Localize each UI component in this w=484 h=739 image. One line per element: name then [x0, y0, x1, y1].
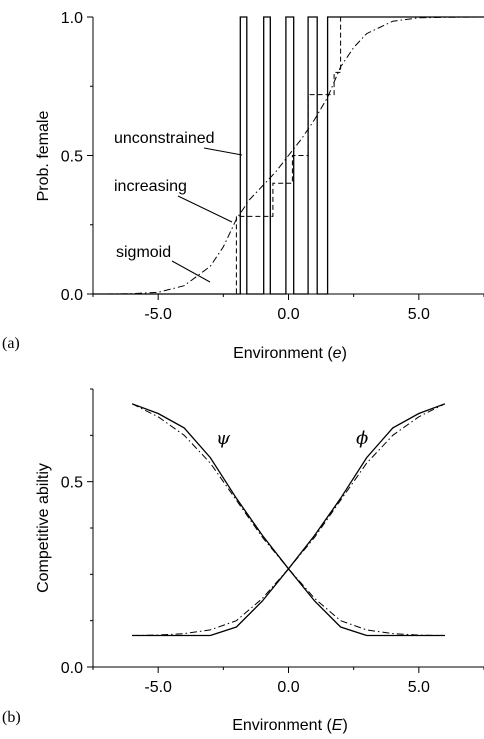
panel-a-ticks: -5.0 0.0 5.0 0.0 0.5 1.0	[61, 10, 484, 323]
annotation-psi: ψ	[216, 428, 231, 449]
panel-b-x-tick-label: 0.0	[277, 679, 299, 696]
panel-b: -5.0 0.0 5.0 0.0 0.5 Competitive abiltiy Env…	[2, 388, 484, 734]
panel-a-y-tick-label: 0.0	[61, 287, 83, 304]
annotation-unconstrained-pointer	[203, 147, 243, 156]
panel-b-series-line-1	[132, 403, 446, 637]
panel-a-series-unconstrained	[93, 16, 484, 295]
panel-b-series-line-2	[131, 403, 445, 636]
panel-b-series-line-3	[132, 403, 446, 636]
panel-a-y-tick-label: 0.5	[61, 149, 83, 166]
annotation-phi: ϕ	[356, 428, 368, 449]
panel-b-y-tick-label: 0.0	[61, 660, 83, 677]
panel-b-xlabel: Environment (E)	[232, 717, 348, 734]
panel-b-x-tick-label: -5.0	[144, 679, 172, 696]
panel-a-ylabel: Prob. female	[35, 111, 52, 202]
panel-b-ticks: -5.0 0.0 5.0 0.0 0.5	[61, 388, 484, 696]
panel-a-x-tick-label: -5.0	[144, 306, 172, 323]
annotation-increasing: increasing	[114, 178, 187, 195]
panel-a-series-increasing	[93, 16, 484, 295]
panel-b-x-tick-label: 5.0	[408, 679, 430, 696]
annotation-unconstrained: unconstrained	[114, 130, 215, 147]
annotation-increasing-pointer	[177, 195, 233, 223]
panel-a-series-sigmoid	[105, 16, 484, 295]
panel-a-y-tick-label: 1.0	[61, 10, 83, 27]
annotation-sigmoid-pointer	[171, 260, 211, 283]
panel-b-series-line-0	[131, 403, 445, 637]
panel-a-xlabel: Environment (e)	[233, 345, 347, 362]
panel-b-y-tick-label: 0.5	[61, 475, 83, 492]
panel-a: -5.0 0.0 5.0 0.0 0.5 1.0 Prob. female Environ…	[2, 10, 484, 362]
panel-b-ylabel: Competitive abiltiy	[35, 463, 52, 593]
panel-a-series	[93, 16, 484, 295]
panel-a-x-tick-label: 5.0	[408, 306, 430, 323]
panel-b-label: (b)	[2, 709, 21, 726]
panel-b-series	[131, 403, 446, 637]
panel-a-x-tick-label: 0.0	[277, 306, 299, 323]
annotation-sigmoid: sigmoid	[116, 244, 171, 261]
panel-a-label: (a)	[2, 335, 20, 352]
